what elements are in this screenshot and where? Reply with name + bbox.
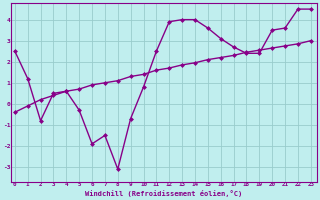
X-axis label: Windchill (Refroidissement éolien,°C): Windchill (Refroidissement éolien,°C): [85, 190, 243, 197]
